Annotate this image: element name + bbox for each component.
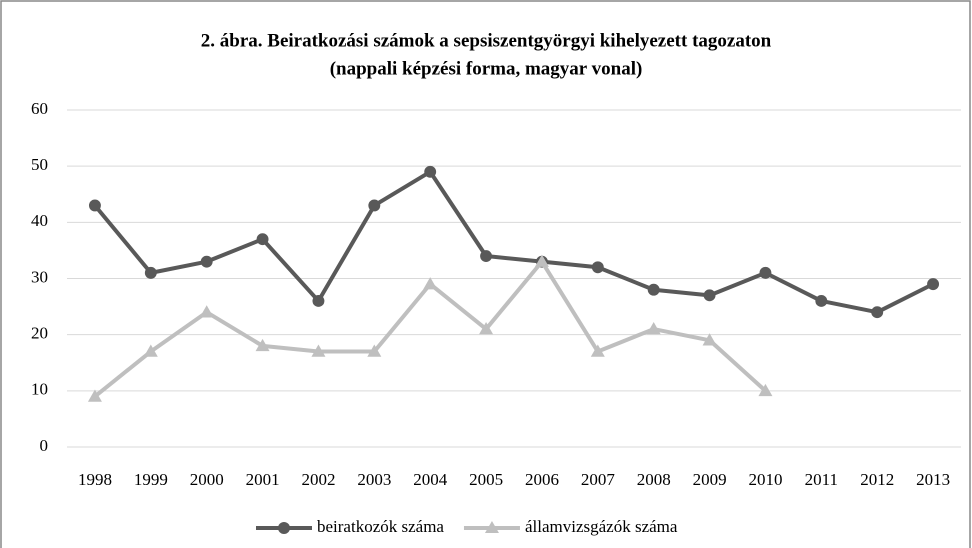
marker <box>367 344 382 357</box>
x-tick-label: 2001 <box>246 470 280 489</box>
x-tick-label: 2004 <box>413 470 448 489</box>
chart-title: (nappali képzési forma, magyar vonal) <box>330 58 643 79</box>
legend-label: beiratkozók száma <box>317 517 444 536</box>
marker <box>534 254 549 267</box>
marker <box>368 199 381 212</box>
marker <box>200 255 213 268</box>
marker <box>144 266 157 279</box>
y-tick-label: 0 <box>40 436 49 455</box>
x-tick-label: 2012 <box>860 470 894 489</box>
marker <box>703 289 716 302</box>
marker <box>646 322 661 335</box>
marker <box>702 333 717 346</box>
marker <box>758 383 773 397</box>
x-tick-label: 2011 <box>805 470 838 489</box>
legend-label: államvizsgázók száma <box>525 517 678 536</box>
y-tick-label: 50 <box>31 155 48 174</box>
x-tick-label: 2002 <box>301 470 335 489</box>
marker <box>424 165 437 178</box>
marker <box>871 306 884 319</box>
marker <box>256 233 269 246</box>
marker <box>647 283 660 296</box>
y-tick-label: 40 <box>31 211 48 230</box>
x-tick-label: 2013 <box>916 470 950 489</box>
marker <box>815 295 828 307</box>
x-tick-label: 2010 <box>748 470 782 489</box>
chart-title: 2. ábra. Beiratkozási számok a sepsiszen… <box>201 30 772 51</box>
x-tick-label: 2007 <box>581 470 616 489</box>
legend-marker <box>484 521 499 533</box>
y-tick-label: 20 <box>31 324 48 343</box>
marker <box>590 344 605 357</box>
marker <box>312 295 325 307</box>
x-tick-label: 2009 <box>693 470 727 489</box>
marker <box>87 389 102 402</box>
x-tick-label: 2005 <box>469 470 503 489</box>
marker <box>88 199 101 212</box>
series-line <box>93 169 934 315</box>
marker <box>143 344 158 357</box>
legend-marker <box>278 522 290 534</box>
y-tick-label: 30 <box>31 267 48 286</box>
marker <box>479 322 494 335</box>
x-tick-label: 1998 <box>78 470 112 489</box>
marker <box>311 344 326 357</box>
x-tick-label: 1999 <box>134 470 168 489</box>
y-tick-label: 10 <box>31 380 48 399</box>
y-tick-label: 60 <box>31 99 48 118</box>
x-tick-label: 2000 <box>190 470 224 489</box>
marker <box>423 277 438 290</box>
x-tick-label: 2003 <box>357 470 391 489</box>
marker <box>255 338 270 352</box>
x-tick-label: 2008 <box>637 470 671 489</box>
marker <box>591 261 604 274</box>
marker <box>199 305 214 318</box>
marker <box>927 278 940 291</box>
x-tick-label: 2006 <box>525 470 559 489</box>
marker <box>480 250 493 262</box>
marker <box>759 266 772 279</box>
